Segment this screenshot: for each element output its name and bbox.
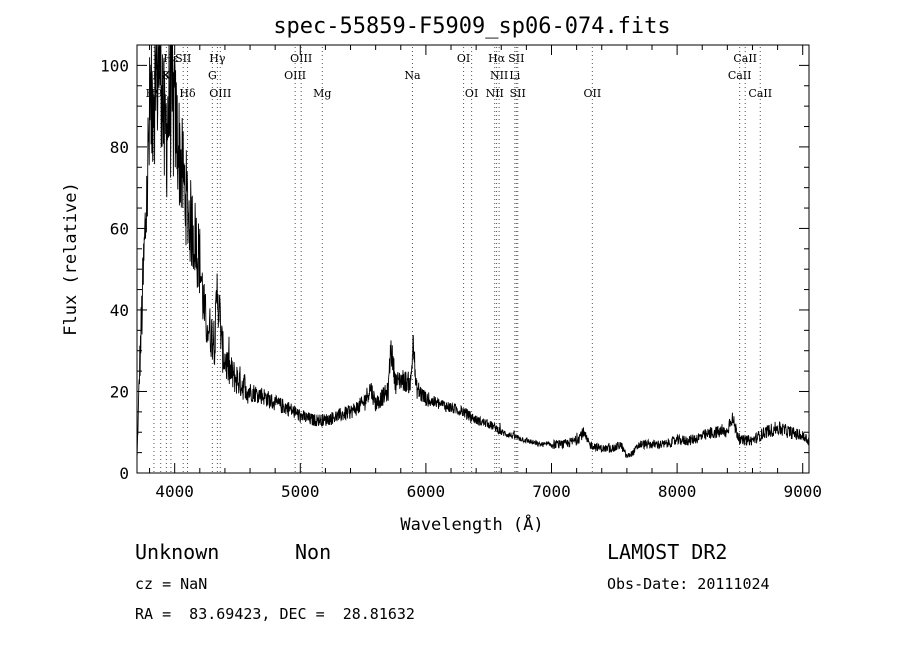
x-tick-label: 8000 — [658, 482, 697, 501]
y-axis-label: Flux (relative) — [61, 182, 81, 336]
line-marker-label: Mg — [313, 87, 331, 100]
line-marker-label: OI — [465, 87, 478, 100]
coordinates: RA = 83.69423, DEC = 28.81632 — [135, 605, 415, 623]
x-tick-label: 5000 — [281, 482, 320, 501]
cz-value: cz = NaN — [135, 575, 208, 593]
line-marker-label: Hγ — [209, 52, 226, 65]
x-tick-label: 7000 — [532, 482, 571, 501]
line-marker-label: SII — [510, 87, 526, 100]
x-axis-label: Wavelength (Å) — [400, 513, 543, 535]
line-marker-label: OIII — [209, 87, 231, 100]
line-marker-label: SII — [175, 52, 191, 65]
line-marker-label: Li — [509, 69, 520, 82]
line-marker-label: Na — [404, 69, 421, 82]
subclass-label: Non — [295, 540, 332, 564]
spectrum-line — [136, 44, 810, 460]
line-marker-label: CaII — [733, 52, 757, 65]
x-tick-label: 6000 — [407, 482, 446, 501]
line-marker-label: OIII — [284, 69, 306, 82]
line-marker-label: K — [162, 69, 171, 82]
x-tick-label: 9000 — [783, 482, 822, 501]
line-marker-label: SII — [508, 52, 524, 65]
y-tick-label: 60 — [110, 219, 129, 238]
class-label: Unknown — [135, 540, 220, 564]
line-marker-label: NII — [486, 87, 504, 100]
x-tick-label: 4000 — [155, 482, 194, 501]
y-tick-label: 100 — [100, 56, 129, 75]
line-marker-label: Hδ — [179, 87, 196, 100]
line-marker-label: OI — [457, 52, 470, 65]
y-tick-label: 20 — [110, 382, 129, 401]
y-tick-label: 40 — [110, 301, 129, 320]
line-marker-label: G — [208, 69, 217, 82]
line-marker-label: OIII — [290, 52, 312, 65]
survey-label: LAMOST DR2 — [607, 540, 728, 564]
line-marker-label: CaII — [728, 69, 752, 82]
chart-title: spec-55859-F5909_sp06-074.fits — [273, 14, 670, 39]
axis-ticks: 4000 5000 6000 7000 8000 9000 0 20 40 60 80 100 — [100, 45, 822, 501]
line-marker-label: OII — [583, 87, 601, 100]
plot-frame — [136, 44, 810, 474]
line-marker-label: NII — [490, 69, 508, 82]
y-tick-label: 80 — [110, 138, 129, 157]
line-marker-label: Hα — [488, 52, 506, 65]
obs-date: Obs-Date: 20111024 — [607, 575, 770, 593]
line-marker-label: CaII — [748, 87, 772, 100]
y-tick-label: 0 — [119, 464, 129, 483]
